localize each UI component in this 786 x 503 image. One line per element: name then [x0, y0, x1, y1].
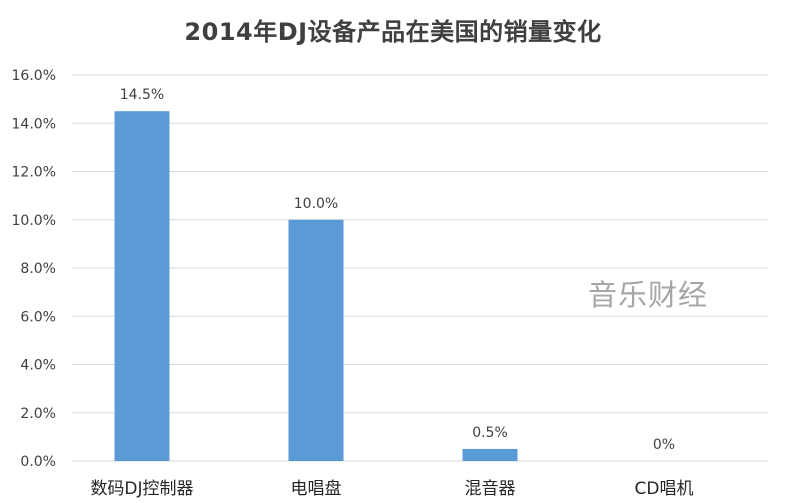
data-label: 0% [653, 437, 675, 453]
x-category-label: 数码DJ控制器 [90, 479, 193, 499]
y-tick-label: 6.0% [20, 309, 56, 325]
bar [114, 111, 170, 461]
watermark-text: 音乐财经 [588, 278, 709, 312]
x-category-label: 混音器 [465, 479, 516, 499]
y-tick-label: 14.0% [12, 116, 56, 132]
data-label: 0.5% [472, 425, 508, 441]
x-category-label: CD唱机 [635, 479, 694, 499]
chart-title: 2014年DJ设备产品在美国的销量变化 [184, 18, 602, 46]
x-category-label: 电唱盘 [291, 479, 342, 499]
y-tick-label: 4.0% [20, 358, 56, 374]
y-tick-label: 8.0% [20, 261, 56, 277]
y-tick-label: 12.0% [12, 165, 56, 181]
y-tick-label: 2.0% [20, 406, 56, 422]
y-tick-label: 10.0% [12, 213, 56, 229]
y-tick-label: 16.0% [12, 68, 56, 84]
bar [462, 448, 518, 461]
data-label: 14.5% [120, 87, 164, 103]
bar [288, 219, 344, 461]
data-label: 10.0% [294, 196, 338, 212]
y-tick-label: 0.0% [20, 454, 56, 470]
